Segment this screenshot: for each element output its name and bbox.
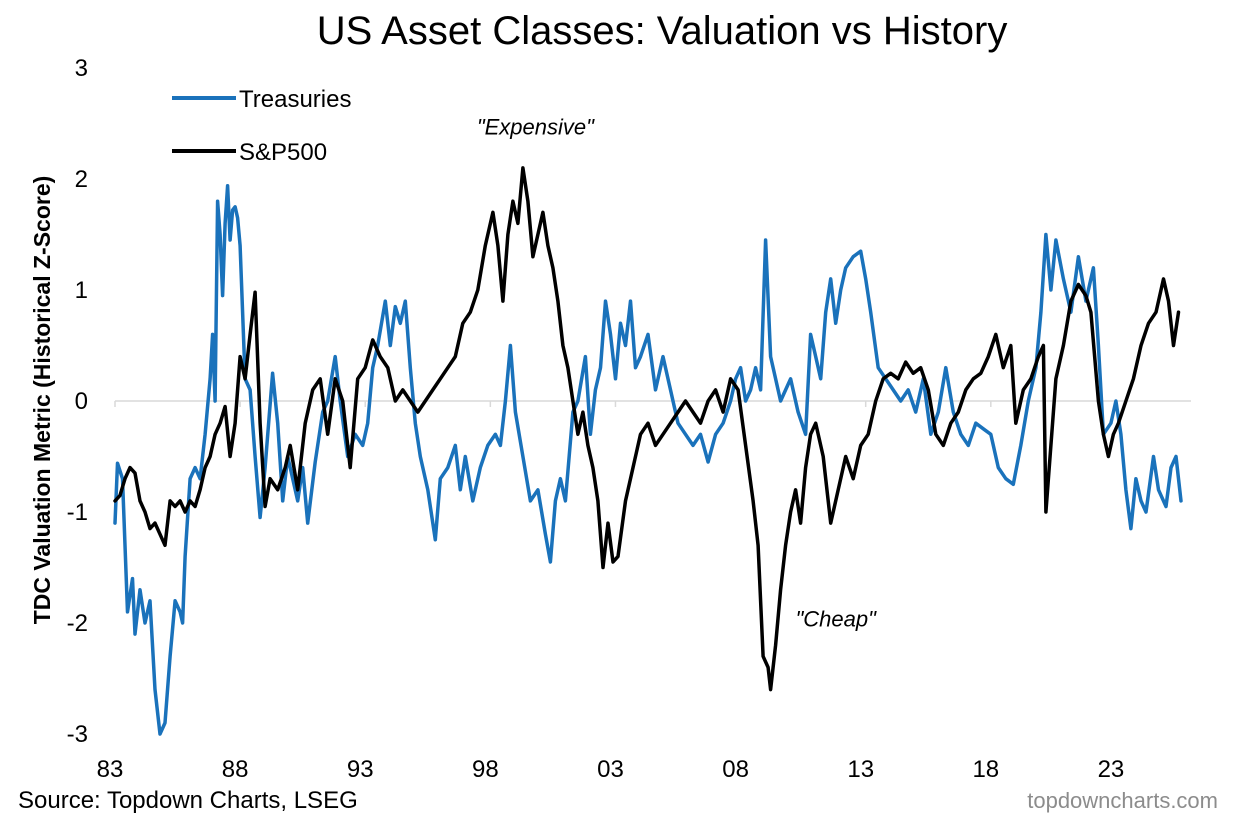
annotation-cheap: "Cheap" (795, 606, 877, 631)
x-tick-label-83: 83 (97, 756, 124, 783)
x-tick-label-93: 93 (347, 756, 374, 783)
chart-title: US Asset Classes: Valuation vs History (317, 9, 1008, 53)
y-ticks-layer: -3 -2 -1 0 1 2 3 (67, 55, 88, 748)
series-line-treasuries (113, 183, 1183, 736)
y-tick-label-3: 3 (75, 55, 88, 82)
x-tick-label-23: 23 (1098, 756, 1125, 783)
series-layer (113, 166, 1183, 736)
y-tick-label--1: -1 (67, 499, 88, 526)
annotation-expensive: "Expensive" (477, 115, 595, 140)
x-tick-label-88: 88 (222, 756, 249, 783)
y-axis-label: TDC Valuation Metric (Historical Z-Score… (29, 176, 55, 625)
y-tick-label-2: 2 (75, 166, 88, 193)
x-tick-label-18: 18 (972, 756, 999, 783)
y-tick-label-0: 0 (75, 388, 88, 415)
y-tick-label-1: 1 (75, 277, 88, 304)
x-tick-label-03: 03 (597, 756, 624, 783)
x-tick-label-08: 08 (722, 756, 749, 783)
legend-label-s-p500: S&P500 (239, 139, 327, 166)
x-tick-label-13: 13 (847, 756, 874, 783)
annotations-layer: "Expensive" "Cheap" (477, 115, 877, 632)
source-note: Source: Topdown Charts, LSEG (18, 787, 358, 814)
series-line-s-p500 (113, 166, 1181, 692)
watermark: topdowncharts.com (1027, 788, 1218, 813)
legend-label-treasuries: Treasuries (239, 86, 351, 113)
x-ticks-layer: 83 88 93 98 03 08 13 18 23 (97, 756, 1125, 783)
x-tick-label-98: 98 (472, 756, 499, 783)
y-tick-label--2: -2 (67, 610, 88, 637)
y-tick-label--3: -3 (67, 721, 88, 748)
legend: Treasuries S&P500 (172, 86, 351, 166)
